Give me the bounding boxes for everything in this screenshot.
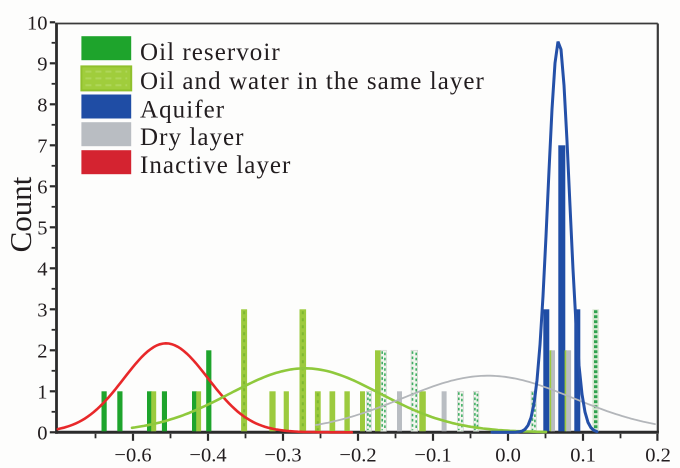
svg-text:0.2: 0.2 xyxy=(645,445,671,467)
svg-text:Oil and water in the same laye: Oil and water in the same layer xyxy=(140,68,485,95)
svg-text:Oil reservoir: Oil reservoir xyxy=(140,39,281,66)
svg-text:Aquifer: Aquifer xyxy=(140,97,225,124)
svg-text:1: 1 xyxy=(37,381,47,403)
svg-text:0.0: 0.0 xyxy=(495,445,521,467)
svg-text:Inactive layer: Inactive layer xyxy=(140,152,291,179)
svg-text:Count: Count xyxy=(3,176,38,252)
svg-text:−0.1: −0.1 xyxy=(414,445,451,467)
svg-text:−0.4: −0.4 xyxy=(189,445,226,467)
svg-text:−0.6: −0.6 xyxy=(114,445,151,467)
svg-text:8: 8 xyxy=(37,94,47,116)
svg-text:6: 6 xyxy=(37,176,47,198)
svg-text:0: 0 xyxy=(37,422,47,444)
svg-text:7: 7 xyxy=(37,135,47,157)
svg-text:5: 5 xyxy=(37,217,47,239)
svg-text:Dry layer: Dry layer xyxy=(140,124,245,151)
svg-text:2: 2 xyxy=(37,340,47,362)
svg-text:10: 10 xyxy=(27,12,48,34)
svg-text:9: 9 xyxy=(37,53,47,75)
svg-text:3: 3 xyxy=(37,299,47,321)
svg-text:4: 4 xyxy=(37,258,47,280)
svg-text:−0.2: −0.2 xyxy=(339,445,376,467)
svg-text:0.1: 0.1 xyxy=(570,445,596,467)
svg-text:−0.3: −0.3 xyxy=(264,445,301,467)
